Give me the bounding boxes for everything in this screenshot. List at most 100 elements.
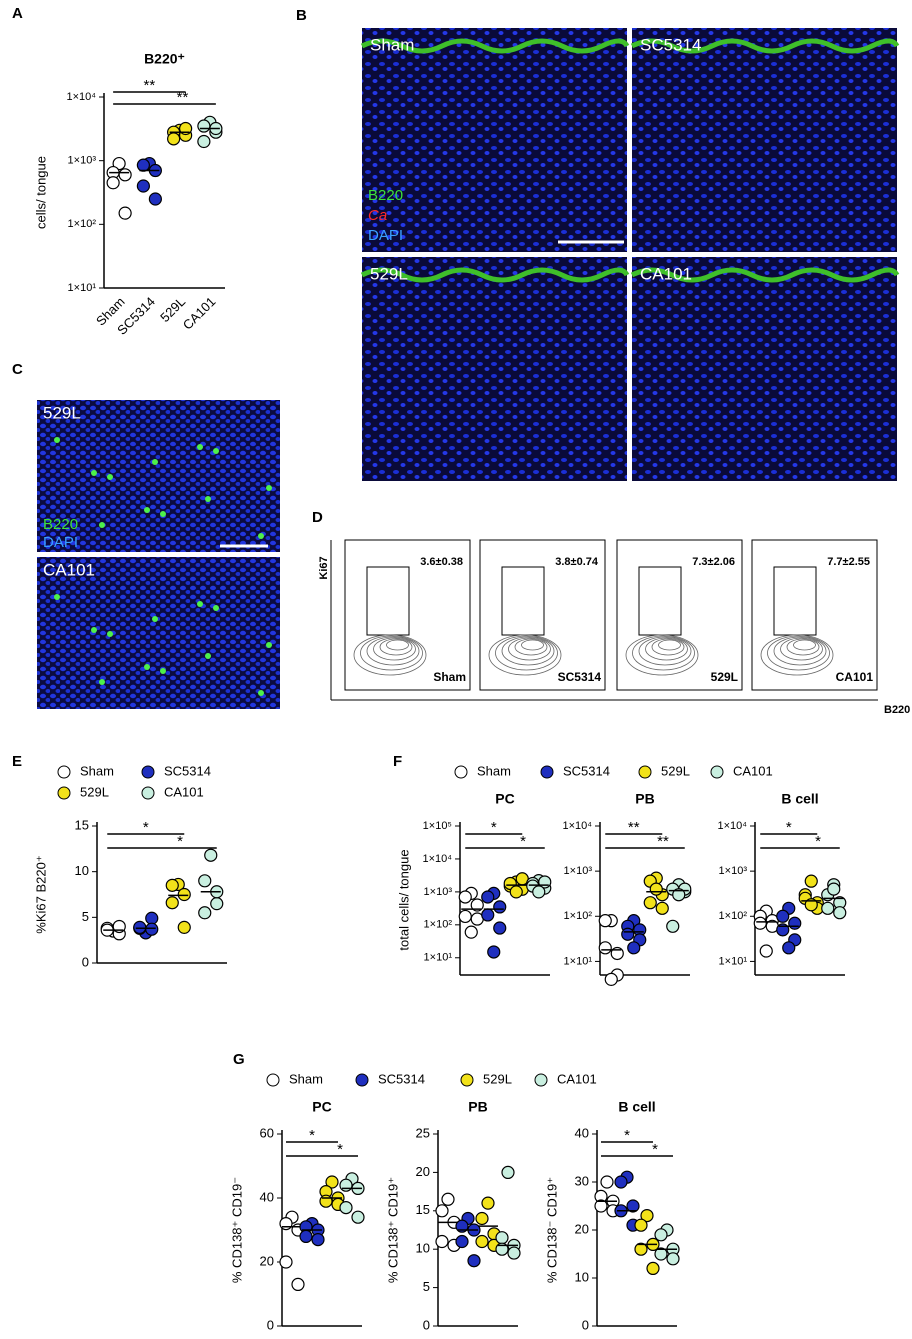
data-point: [627, 941, 641, 955]
flow-box: [751, 539, 878, 691]
y-tick-label: 10: [75, 863, 89, 878]
legend-marker: [141, 786, 155, 800]
data-point: [833, 906, 847, 920]
data-point: [804, 898, 818, 912]
b-cell: [258, 533, 264, 539]
y-tick-label: 1×10¹: [564, 955, 593, 967]
legend-marker: [141, 765, 155, 779]
y-tick-label: 25: [416, 1125, 430, 1140]
sample-label: CA101: [836, 670, 874, 684]
y-tick-label: 10: [416, 1241, 430, 1256]
data-point: [493, 921, 507, 935]
data-point: [507, 1246, 521, 1260]
b-cell: [213, 605, 219, 611]
b-cell: [54, 594, 60, 600]
data-point: [475, 1211, 489, 1226]
tile-label: CA101: [640, 264, 692, 283]
y-tick-label: 1×10³: [564, 865, 593, 877]
subplot-title: B220⁺: [144, 51, 185, 67]
legend-marker: [57, 765, 71, 779]
b-cell: [107, 631, 113, 637]
y-tick-label: 1×10¹: [424, 952, 453, 964]
b-cell: [197, 444, 203, 450]
contour: [780, 637, 823, 661]
stain-label: Ca: [368, 207, 387, 224]
significance-label: *: [309, 1127, 315, 1144]
data-point: [495, 1242, 509, 1256]
data-point: [782, 941, 796, 955]
data-point: [198, 874, 212, 888]
gate: [638, 566, 682, 636]
data-point: [600, 1175, 614, 1189]
epithelium: [360, 267, 630, 283]
data-point: [148, 192, 162, 206]
y-axis-label: cells/ tongue: [33, 156, 48, 229]
legend-label: SC5314: [164, 763, 211, 778]
legend-marker: [460, 1073, 474, 1087]
b-cell: [258, 690, 264, 696]
tile-label: 529L: [370, 264, 408, 283]
contour: [366, 636, 420, 666]
b-cell: [91, 627, 97, 633]
y-tick-label: 1×10³: [424, 886, 453, 898]
contour: [651, 638, 685, 656]
contour: [658, 639, 681, 651]
data-point: [435, 1234, 449, 1249]
gate: [773, 566, 817, 636]
contour: [353, 634, 427, 676]
significance-label: **: [657, 833, 669, 850]
y-tick-label: 1×10¹: [719, 955, 748, 967]
data-point: [455, 1219, 469, 1233]
data-point: [470, 898, 484, 912]
y-tick-label: 20: [575, 1221, 589, 1236]
stain-label: DAPI: [368, 227, 403, 244]
data-point: [145, 922, 159, 936]
y-tick-label: 1×10³: [719, 865, 748, 877]
legend-label: 529L: [80, 784, 109, 799]
legend-label: Sham: [80, 763, 114, 778]
contour: [521, 639, 544, 651]
legend-label: Sham: [289, 1071, 323, 1086]
sample-label: 529L: [711, 670, 738, 684]
data-point: [458, 890, 472, 904]
stain-label: B220: [43, 516, 78, 533]
y-tick-label: 60: [260, 1125, 274, 1140]
sample-label: Sham: [433, 670, 466, 684]
data-point: [655, 901, 669, 915]
sample-label: SC5314: [558, 670, 602, 684]
data-point: [441, 1192, 455, 1206]
data-point: [672, 888, 686, 902]
panel-letter: A: [12, 5, 23, 22]
y-tick-label: 10: [575, 1269, 589, 1284]
axis-label: Ki67: [318, 556, 330, 579]
data-point: [106, 176, 120, 190]
contour: [514, 638, 548, 656]
flow-box: [479, 539, 606, 691]
contour: [632, 635, 695, 671]
y-tick-label: 1×10²: [719, 910, 748, 922]
data-point: [435, 1204, 449, 1218]
legend-label: 529L: [661, 763, 690, 778]
legend-marker: [710, 765, 724, 779]
b-cell: [213, 448, 219, 454]
data-point: [532, 885, 546, 899]
data-point: [759, 944, 773, 958]
data-point: [311, 1232, 325, 1247]
data-point: [118, 168, 132, 182]
subplot-title: PC: [312, 1099, 331, 1115]
b-cell: [144, 664, 150, 670]
gate-value: 3.8±0.74: [555, 556, 599, 568]
significance-label: **: [177, 89, 189, 106]
y-tick-label: 40: [260, 1189, 274, 1204]
y-tick-label: 0: [582, 1317, 589, 1332]
legend-marker: [355, 1073, 369, 1087]
panel-letter: G: [233, 1051, 245, 1068]
epithelium: [630, 38, 900, 54]
contour: [760, 634, 834, 676]
panel-letter: B: [296, 7, 307, 24]
b-cell: [99, 679, 105, 685]
y-tick-label: 1×10⁵: [423, 820, 452, 832]
data-point: [753, 916, 767, 930]
b-cell: [266, 642, 272, 648]
data-point: [634, 1218, 648, 1232]
